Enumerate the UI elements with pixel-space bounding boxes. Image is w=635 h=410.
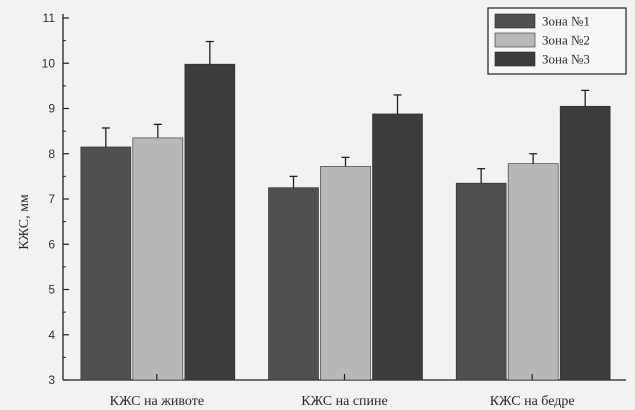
x-category-label: КЖС на бедре: [490, 394, 575, 409]
legend-swatch: [494, 13, 536, 29]
y-tick-label: 4: [48, 328, 55, 342]
legend-label: Зона №2: [542, 33, 590, 48]
x-categories: КЖС на животе КЖС на спине КЖС на бедре: [110, 374, 575, 409]
bar: [268, 187, 319, 381]
bar: [372, 113, 423, 381]
bar: [320, 166, 371, 381]
y-tick-label: 6: [48, 237, 55, 251]
y-tick-label: 11: [43, 11, 56, 25]
bar: [80, 146, 132, 381]
y-axis-title: КЖС, мм: [17, 194, 32, 250]
y-tick-label: 9: [48, 102, 55, 116]
bar: [455, 182, 507, 381]
legend-swatch: [494, 51, 536, 67]
x-category-label: КЖС на животе: [110, 394, 204, 409]
legend-swatch: [494, 32, 536, 48]
y-tick-label: 8: [48, 147, 55, 161]
bar: [184, 63, 236, 381]
bar: [132, 137, 184, 381]
legend-label: Зона №1: [542, 14, 590, 29]
y-tick-label: 5: [48, 283, 55, 297]
bar: [559, 105, 611, 381]
y-tick-label: 10: [42, 56, 56, 70]
error-bars: [101, 40, 590, 188]
legend: Зона №1 Зона №2 Зона №3: [487, 7, 627, 75]
y-tick-label: 7: [48, 192, 55, 206]
legend-label: Зона №3: [542, 52, 590, 67]
y-tick-label: 3: [48, 373, 55, 387]
x-category-label: КЖС на спине: [301, 394, 387, 409]
bar: [507, 163, 559, 381]
y-ticks: 3 4 5 6 7 8 9 10 11: [42, 11, 69, 387]
bars: [80, 63, 611, 381]
